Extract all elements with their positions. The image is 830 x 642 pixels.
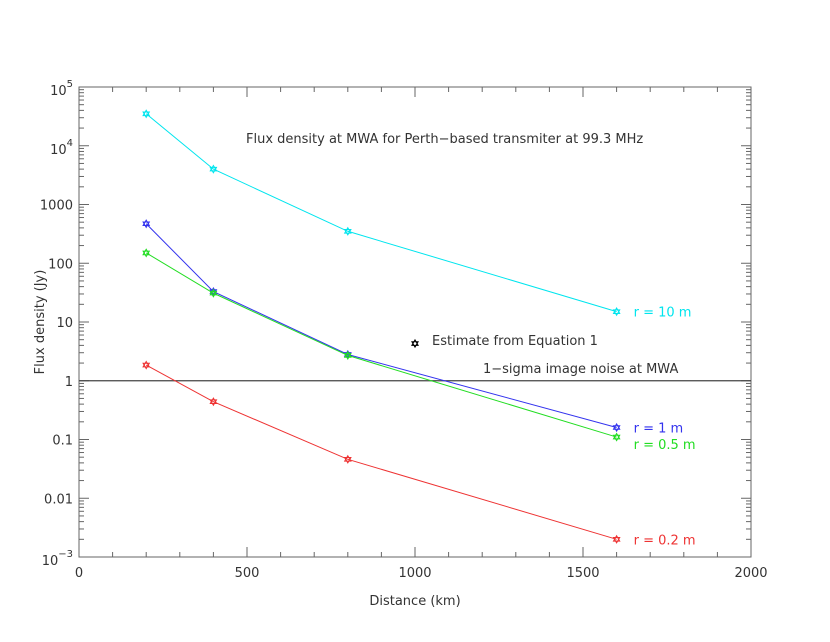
data-point-r-0-5-m [142, 248, 151, 258]
marker-triangle-down [343, 457, 352, 464]
marker-triangle-down [612, 425, 621, 433]
chart-annotation: Flux density at MWA for Perth−based tran… [246, 132, 643, 147]
series-label-r-0-2-m: r = 0.2 m [634, 533, 696, 548]
marker-triangle-down [612, 537, 621, 544]
series-line-r-1-m [145, 223, 617, 428]
data-point-r-1-m [142, 219, 151, 229]
data-point-r-0-5-m [209, 288, 218, 298]
marker-triangle-up [142, 248, 151, 256]
data-point-r-0-5-m [343, 350, 352, 361]
estimate-label: Estimate from Equation 1 [432, 334, 598, 349]
y-tick-label: 1 [65, 375, 73, 390]
marker-triangle-up [343, 454, 352, 462]
marker-triangle-down [209, 399, 218, 407]
marker-triangle-down [343, 228, 352, 236]
data-point-r-10-m [612, 307, 621, 317]
marker-triangle-down [142, 111, 151, 119]
y-axis-label: Flux density (Jy) [33, 270, 48, 375]
y-tick-label: 10−3 [42, 549, 73, 569]
marker-triangle-down [142, 362, 151, 370]
y-tick-label: 104 [50, 138, 73, 158]
x-axis-label: Distance (km) [369, 594, 460, 609]
marker-triangle-down [343, 353, 352, 361]
marker-triangle-up [612, 422, 621, 430]
marker-triangle-up [612, 307, 621, 314]
y-tick-label: 1000 [40, 199, 73, 214]
marker-triangle-down [209, 290, 218, 298]
x-tick-label: 0 [75, 566, 83, 581]
series-layer: r = 10 m r = 1 mr = 0.5 m r = 0.2 m [142, 109, 696, 548]
marker-triangle-up [612, 534, 621, 542]
y-tick-label: 0.1 [52, 434, 73, 449]
marker-triangle-down [142, 250, 151, 258]
marker-triangle-down [209, 166, 218, 174]
marker-triangle-up [343, 226, 352, 234]
series-label-r-10-m: r = 10 m [634, 306, 692, 321]
x-tick-label: 2000 [734, 566, 767, 581]
data-point-r-0-2-m [142, 360, 151, 370]
y-tick-label: 105 [50, 79, 73, 99]
x-tick-label: 1500 [566, 566, 599, 581]
plot-frame [78, 86, 752, 558]
axes: 0 500 1000 1500 2000 10−3 0.01 0.1 1 10 100 1000 104… [40, 79, 768, 581]
marker-triangle-up [612, 432, 621, 440]
x-tick-label: 1000 [398, 566, 431, 581]
marker-triangle-down [612, 309, 621, 317]
data-point-r-0-2-m [612, 534, 621, 544]
estimate-point [411, 338, 419, 349]
marker-triangle-up [209, 397, 218, 404]
data-point-r-10-m [343, 226, 352, 236]
data-point-r-0-2-m [343, 454, 352, 464]
series-line-r-0-5-m [145, 252, 617, 438]
marker-triangle-up [209, 164, 218, 172]
marker-triangle-up [209, 288, 218, 296]
marker-triangle-up [343, 350, 352, 358]
y-tick-label: 100 [48, 257, 73, 272]
marker-triangle-up [142, 360, 151, 368]
y-tick-label: 10 [56, 316, 73, 331]
marker-triangle-up [142, 219, 151, 227]
marker-triangle-down [612, 434, 621, 442]
series-label-r-1-m: r = 1 m [634, 422, 684, 437]
labels-layer: Flux density at MWA for Perth−based tran… [33, 132, 678, 609]
noise-line-label: 1−sigma image noise at MWA [483, 362, 678, 377]
y-tick-label: 0.01 [44, 492, 73, 507]
series-line-r-0-2-m [145, 364, 617, 540]
series-label-r-0-5-m: r = 0.5 m [634, 438, 696, 453]
data-point-r-10-m [142, 109, 151, 119]
x-tick-label: 500 [235, 566, 260, 581]
data-point-r-10-m [209, 164, 218, 174]
marker-triangle-down [142, 221, 151, 229]
series-line-r-10-m [145, 113, 617, 313]
data-point-r-0-2-m [209, 397, 218, 407]
data-point-r-1-m [612, 422, 621, 433]
marker-triangle-up [142, 109, 151, 117]
marker-triangle-up [411, 338, 419, 346]
marker-triangle-down [411, 341, 419, 349]
data-point-r-0-5-m [612, 432, 621, 442]
